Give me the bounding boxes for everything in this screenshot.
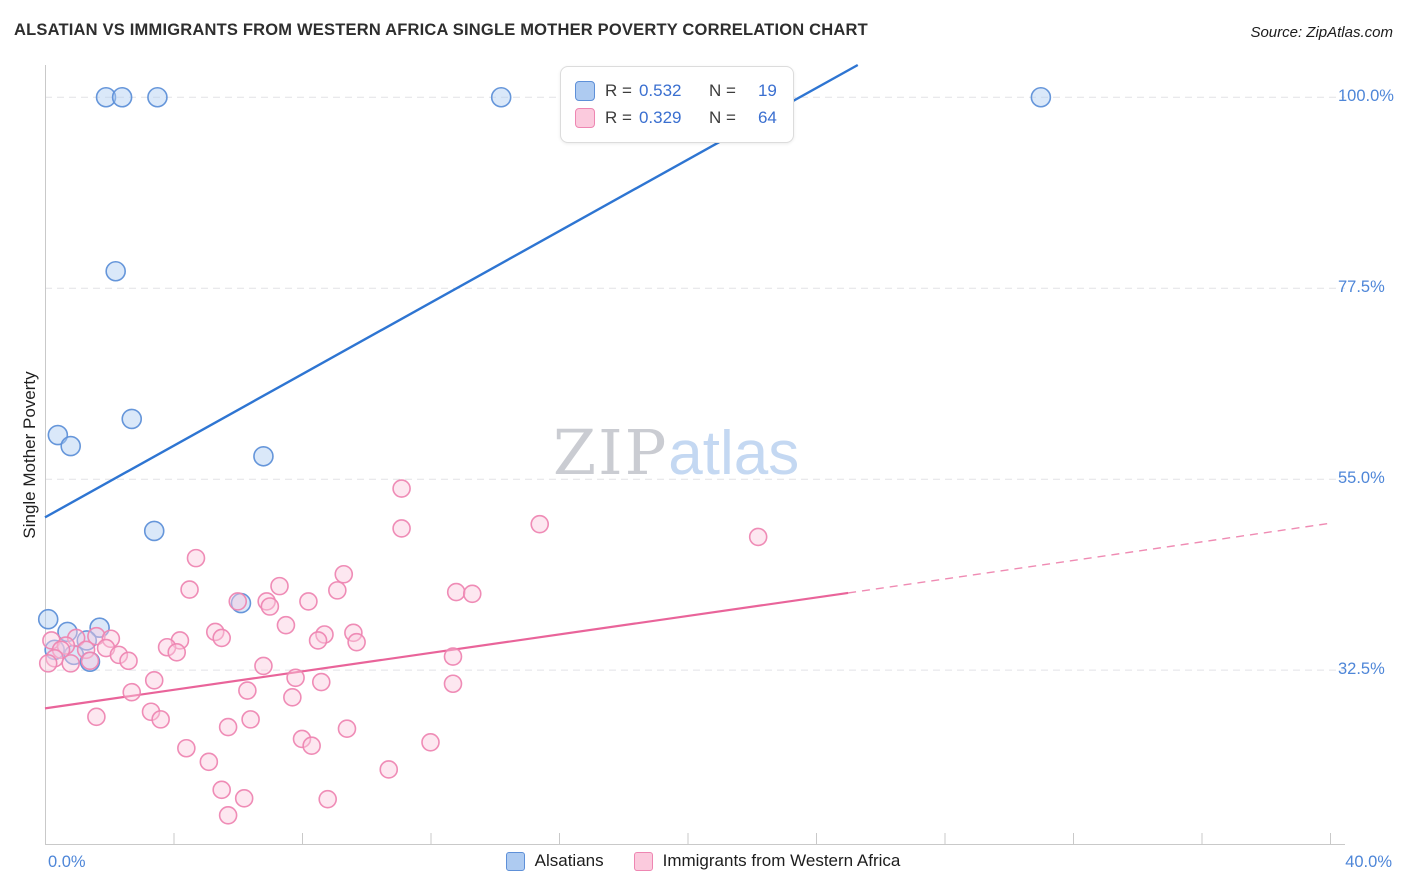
page-title: ALSATIAN VS IMMIGRANTS FROM WESTERN AFRI… (14, 21, 868, 39)
scatter-point-immigrants (328, 581, 347, 600)
scatter-point-alsatians (60, 435, 82, 457)
scatter-point-immigrants (299, 592, 318, 611)
scatter-point-immigrants (87, 626, 106, 646)
n-value: 64 (757, 108, 777, 127)
scatter-point-alsatians (490, 86, 512, 108)
scatter-point-immigrants (151, 710, 170, 729)
scatter-point-alsatians (121, 408, 143, 430)
scatter-point-immigrants (167, 643, 187, 662)
stats-legend: R = 0.532 N = 19 R = 0.329 N = 64 (560, 66, 794, 143)
scatter-point-immigrants (119, 651, 138, 671)
scatter-point-immigrants (87, 707, 106, 727)
scatter-point-alsatians (147, 86, 168, 108)
scatter-point-alsatians (1030, 86, 1052, 108)
scatter-point-immigrants (347, 632, 366, 652)
scatter-point-immigrants (254, 656, 273, 676)
scatter-point-immigrants (218, 805, 238, 825)
scatter-point-immigrants (212, 628, 231, 648)
scatter-point-immigrants (392, 479, 411, 498)
legend-item-alsatians: Alsatians (505, 851, 604, 871)
trend-line-immigrants-extension (848, 522, 1331, 594)
stats-row-alsatians: R = 0.532 N = 19 (575, 79, 777, 103)
scatter-point-immigrants (443, 647, 463, 666)
stats-row-immigrants: R = 0.329 N = 64 (575, 106, 777, 130)
scatter-point-immigrants (292, 729, 312, 749)
alsatians-swatch (505, 851, 525, 871)
scatter-point-alsatians (95, 86, 117, 108)
scatter-point-immigrants (421, 733, 440, 752)
n-value: 19 (757, 81, 777, 100)
r-label: R = (605, 108, 632, 127)
scatter-point-immigrants (228, 592, 248, 611)
scatter-point-immigrants (302, 736, 321, 755)
scatter-point-immigrants (180, 580, 199, 599)
legend-label-alsatians: Alsatians (534, 851, 604, 870)
scatter-point-immigrants (270, 576, 289, 596)
scatter-point-alsatians (253, 445, 274, 467)
scatter-point-immigrants (101, 629, 121, 649)
scatter-point-alsatians (143, 520, 165, 542)
scatter-point-immigrants (318, 789, 338, 809)
scatter-point-immigrants (337, 719, 357, 739)
scatter-point-immigrants (462, 584, 482, 604)
scatter-point-immigrants (392, 519, 411, 538)
scatter-point-immigrants (199, 752, 219, 772)
scatter-point-immigrants (122, 682, 142, 702)
scatter-point-immigrants (234, 789, 254, 808)
watermark-atlas: atlas (668, 419, 800, 488)
r-value: 0.329 (638, 108, 682, 127)
scatter-point-immigrants (61, 654, 81, 673)
x-max-label: 40.0% (1345, 853, 1392, 871)
source-label: Source: ZipAtlas.com (1250, 24, 1393, 41)
watermark: ZIPatlas (553, 418, 799, 489)
n-label: N = (708, 108, 736, 127)
scatter-point-immigrants (443, 674, 463, 694)
scatter-point-immigrants (186, 548, 206, 568)
bottom-legend: Alsatians Immigrants from Western Africa (0, 851, 1406, 871)
n-label: N = (708, 81, 736, 100)
scatter-point-immigrants (446, 582, 466, 602)
scatter-point-immigrants (241, 710, 260, 729)
scatter-point-immigrants (144, 671, 164, 690)
scatter-point-immigrants (80, 651, 100, 671)
scatter-point-immigrants (109, 645, 129, 665)
scatter-point-immigrants (308, 631, 328, 650)
watermark-zip: ZIP (553, 416, 669, 489)
r-value: 0.532 (638, 81, 682, 100)
immigrants-swatch (633, 851, 653, 871)
scatter-point-immigrants (177, 738, 196, 758)
scatter-plot (37, 63, 1345, 845)
scatter-point-alsatians (76, 630, 98, 651)
scatter-point-alsatians (57, 621, 78, 643)
scatter-point-alsatians (105, 260, 126, 282)
scatter-point-immigrants (283, 688, 302, 707)
y-axis-title: Single Mother Poverty (20, 371, 39, 539)
scatter-point-immigrants (260, 597, 280, 616)
r-label: R = (605, 81, 632, 100)
scatter-point-alsatians (111, 86, 133, 108)
immigrants-legend-swatch (575, 108, 595, 128)
scatter-point-immigrants (238, 681, 257, 700)
legend-label-immigrants: Immigrants from Western Africa (662, 851, 901, 870)
x-min-label: 0.0% (48, 853, 86, 871)
scatter-point-immigrants (530, 514, 550, 534)
scatter-point-immigrants (748, 527, 768, 547)
scatter-point-immigrants (286, 668, 305, 688)
scatter-point-immigrants (157, 637, 177, 657)
scatter-point-immigrants (257, 592, 276, 611)
legend-item-immigrants: Immigrants from Western Africa (633, 851, 901, 871)
scatter-point-immigrants (212, 780, 231, 800)
scatter-point-immigrants (334, 564, 354, 584)
scatter-point-immigrants (379, 760, 399, 779)
scatter-point-immigrants (311, 672, 331, 692)
scatter-point-immigrants (218, 717, 238, 737)
alsatians-legend-swatch (575, 81, 595, 101)
scatter-point-alsatians (37, 608, 59, 630)
scatter-point-immigrants (76, 640, 96, 660)
scatter-point-immigrants (276, 615, 296, 635)
scatter-point-immigrants (38, 654, 58, 673)
